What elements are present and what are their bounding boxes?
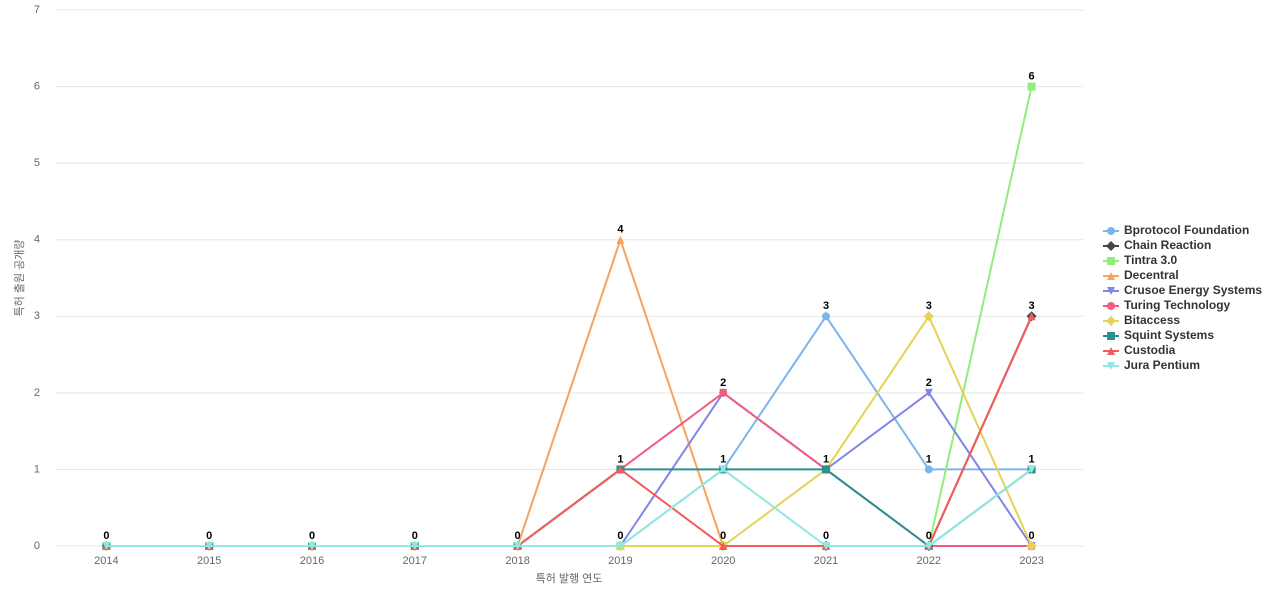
data-label: 0	[823, 530, 829, 542]
y-tick-label: 3	[34, 310, 40, 322]
legend-marker	[1107, 287, 1115, 295]
y-axis-title: 특허 출원 공개량	[13, 240, 26, 317]
legend-marker	[1107, 302, 1115, 310]
data-point	[924, 542, 933, 550]
x-tick-label: 2023	[1019, 555, 1043, 567]
data-point	[719, 542, 728, 550]
x-tick-label: 2021	[814, 555, 838, 567]
data-point	[410, 542, 419, 550]
data-label: 1	[720, 453, 726, 465]
legend-marker	[1107, 272, 1115, 280]
data-label: 0	[412, 530, 418, 542]
legend-label: Turing Technology	[1124, 298, 1231, 312]
data-point	[1027, 465, 1036, 474]
data-label: 4	[617, 224, 624, 236]
data-point	[205, 542, 214, 550]
series-line	[106, 468, 1033, 547]
legend-label: Crusoe Energy Systems	[1124, 283, 1262, 297]
series-line	[106, 315, 1033, 547]
data-label: 6	[1029, 70, 1035, 82]
data-point	[719, 388, 728, 397]
y-tick-label: 5	[34, 157, 40, 169]
data-point	[822, 465, 830, 474]
data-label: 2	[720, 377, 726, 389]
data-label: 1	[823, 453, 829, 465]
legend-label: Tintra 3.0	[1124, 253, 1177, 267]
data-label: 3	[1029, 300, 1035, 312]
data-label: 2	[926, 377, 932, 389]
x-tick-label: 2018	[505, 555, 529, 567]
y-tick-label: 2	[34, 387, 40, 399]
data-label: 0	[617, 530, 623, 542]
data-point	[102, 542, 111, 550]
legend-label: Chain Reaction	[1124, 238, 1211, 252]
data-point	[822, 542, 830, 550]
legend-marker	[1107, 347, 1115, 355]
legend-label: Jura Pentium	[1124, 358, 1200, 372]
data-point	[308, 542, 316, 550]
legend-marker	[1107, 362, 1115, 370]
legend-marker	[1106, 241, 1116, 251]
data-point	[1026, 541, 1037, 551]
data-label: 3	[823, 300, 829, 312]
data-label: 1	[926, 453, 932, 465]
data-label: 0	[206, 530, 212, 542]
legend-label: Squint Systems	[1124, 328, 1214, 342]
legend-marker	[1107, 332, 1115, 340]
legend-label: Custodia	[1124, 343, 1176, 357]
x-tick-label: 2022	[917, 555, 941, 567]
data-point	[924, 388, 933, 397]
data-label: 0	[1029, 530, 1035, 542]
data-point	[616, 235, 625, 244]
legend-label: Decentral	[1124, 268, 1179, 282]
data-point	[1027, 312, 1036, 321]
series-line	[106, 314, 1033, 547]
y-tick-label: 6	[34, 80, 40, 92]
y-tick-label: 0	[34, 540, 40, 552]
legend-marker	[1106, 316, 1116, 326]
x-axis-title: 특허 발행 연도	[536, 572, 603, 585]
series-line	[106, 314, 1032, 547]
data-point	[822, 312, 830, 321]
x-tick-label: 2019	[608, 555, 632, 567]
data-point	[616, 465, 625, 474]
series-line	[106, 315, 1033, 547]
data-label: 0	[720, 530, 726, 542]
data-point	[616, 542, 625, 550]
data-label: 1	[617, 453, 623, 465]
legend-label: Bprotocol Foundation	[1124, 223, 1249, 237]
x-tick-label: 2016	[300, 555, 324, 567]
data-label: 0	[926, 530, 932, 542]
legend-marker	[1107, 257, 1115, 265]
x-tick-label: 2020	[711, 555, 735, 567]
legend-marker	[1107, 227, 1115, 235]
y-tick-label: 7	[34, 4, 40, 16]
data-label: 0	[515, 530, 521, 542]
data-point	[923, 311, 934, 322]
y-tick-label: 4	[34, 234, 40, 246]
data-point	[1027, 82, 1036, 91]
data-point	[513, 542, 522, 550]
data-point	[924, 465, 933, 474]
y-tick-label: 1	[34, 463, 40, 475]
x-tick-label: 2015	[197, 555, 221, 567]
legend-label: Bitaccess	[1124, 313, 1180, 327]
data-point	[719, 465, 728, 474]
data-label: 0	[309, 530, 315, 542]
x-tick-label: 2017	[403, 555, 427, 567]
x-tick-label: 2014	[94, 555, 118, 567]
data-label: 3	[926, 300, 932, 312]
data-label: 0	[103, 530, 109, 542]
data-label: 1	[1029, 453, 1035, 465]
